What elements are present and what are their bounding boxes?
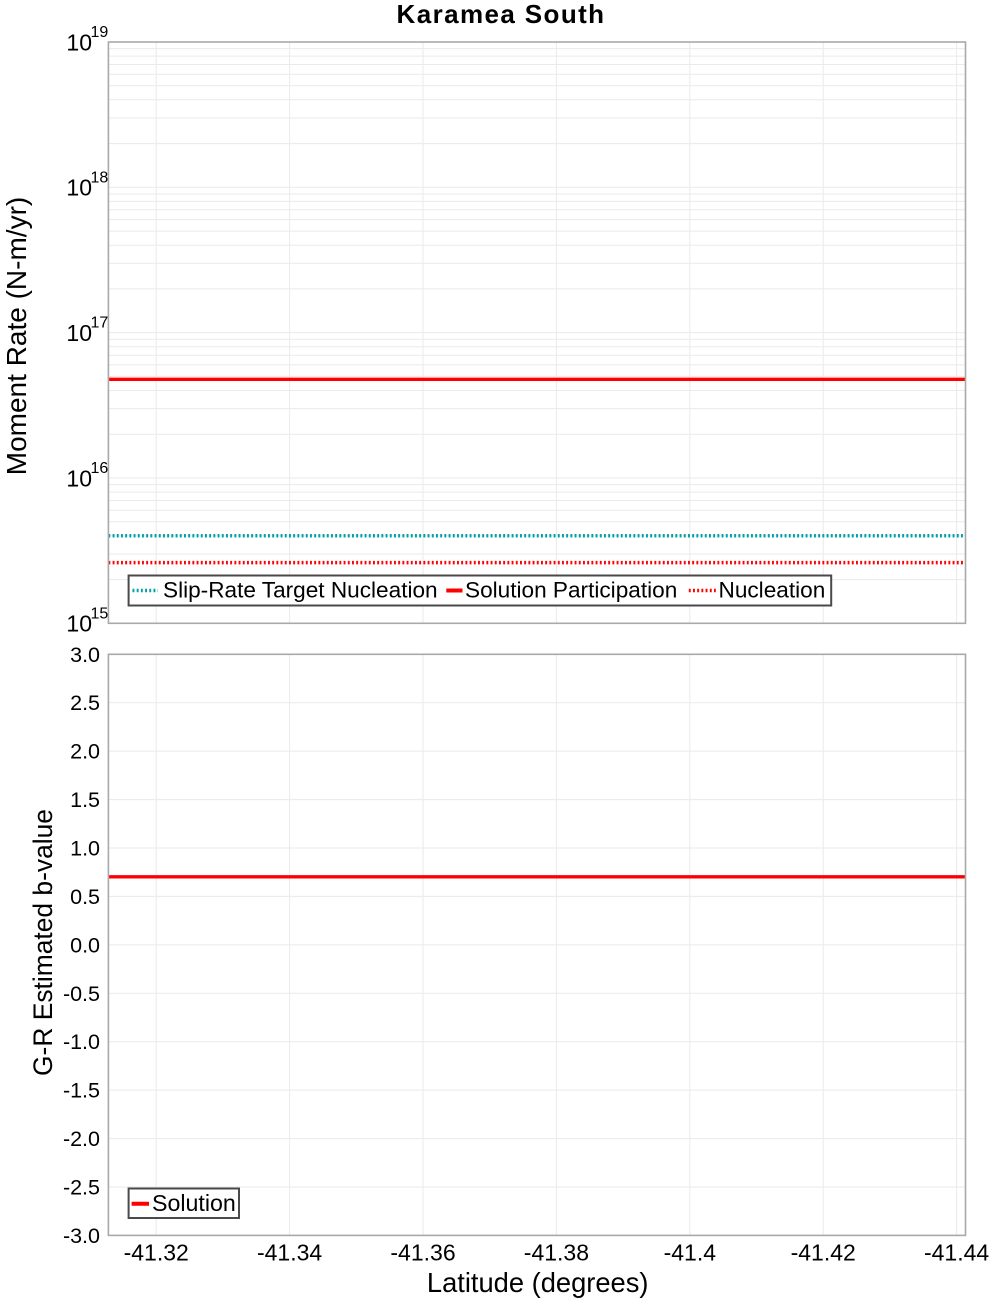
svg-text:Slip-Rate Target Nucleation: Slip-Rate Target Nucleation bbox=[163, 577, 438, 602]
svg-text:2.0: 2.0 bbox=[70, 740, 100, 764]
svg-text:10: 10 bbox=[66, 320, 92, 346]
svg-text:17: 17 bbox=[91, 315, 109, 332]
svg-text:Latitude (degrees): Latitude (degrees) bbox=[427, 1267, 649, 1298]
svg-text:-41.4: -41.4 bbox=[664, 1240, 717, 1266]
svg-text:10: 10 bbox=[66, 29, 92, 55]
svg-text:10: 10 bbox=[66, 465, 92, 491]
svg-text:1.5: 1.5 bbox=[70, 788, 100, 812]
svg-text:Karamea South: Karamea South bbox=[397, 0, 606, 29]
svg-text:2.5: 2.5 bbox=[70, 691, 100, 715]
svg-text:Solution: Solution bbox=[152, 1190, 236, 1216]
svg-text:-41.32: -41.32 bbox=[124, 1240, 189, 1266]
svg-text:-2.5: -2.5 bbox=[63, 1176, 100, 1200]
svg-text:Nucleation: Nucleation bbox=[719, 577, 826, 602]
svg-text:-1.5: -1.5 bbox=[63, 1079, 100, 1103]
svg-text:Moment Rate (N-m/yr): Moment Rate (N-m/yr) bbox=[1, 197, 32, 475]
svg-text:-0.5: -0.5 bbox=[63, 982, 100, 1006]
svg-text:18: 18 bbox=[91, 169, 109, 186]
svg-text:-2.0: -2.0 bbox=[63, 1127, 100, 1151]
svg-text:G-R Estimated b-value: G-R Estimated b-value bbox=[28, 809, 58, 1076]
svg-text:Solution Participation: Solution Participation bbox=[465, 577, 677, 602]
svg-text:-41.44: -41.44 bbox=[924, 1240, 989, 1266]
svg-text:-3.0: -3.0 bbox=[63, 1224, 100, 1248]
svg-text:-1.0: -1.0 bbox=[63, 1030, 100, 1054]
svg-text:0.5: 0.5 bbox=[70, 885, 100, 909]
svg-text:3.0: 3.0 bbox=[70, 643, 100, 667]
svg-text:16: 16 bbox=[91, 460, 109, 477]
svg-text:-41.36: -41.36 bbox=[390, 1240, 455, 1266]
svg-text:19: 19 bbox=[91, 24, 109, 41]
svg-text:10: 10 bbox=[66, 611, 92, 637]
svg-text:10: 10 bbox=[66, 175, 92, 201]
svg-text:15: 15 bbox=[91, 605, 109, 622]
svg-text:-41.34: -41.34 bbox=[257, 1240, 322, 1266]
svg-text:-41.38: -41.38 bbox=[524, 1240, 589, 1266]
svg-text:-41.42: -41.42 bbox=[791, 1240, 856, 1266]
svg-text:0.0: 0.0 bbox=[70, 933, 100, 957]
svg-text:1.0: 1.0 bbox=[70, 837, 100, 861]
